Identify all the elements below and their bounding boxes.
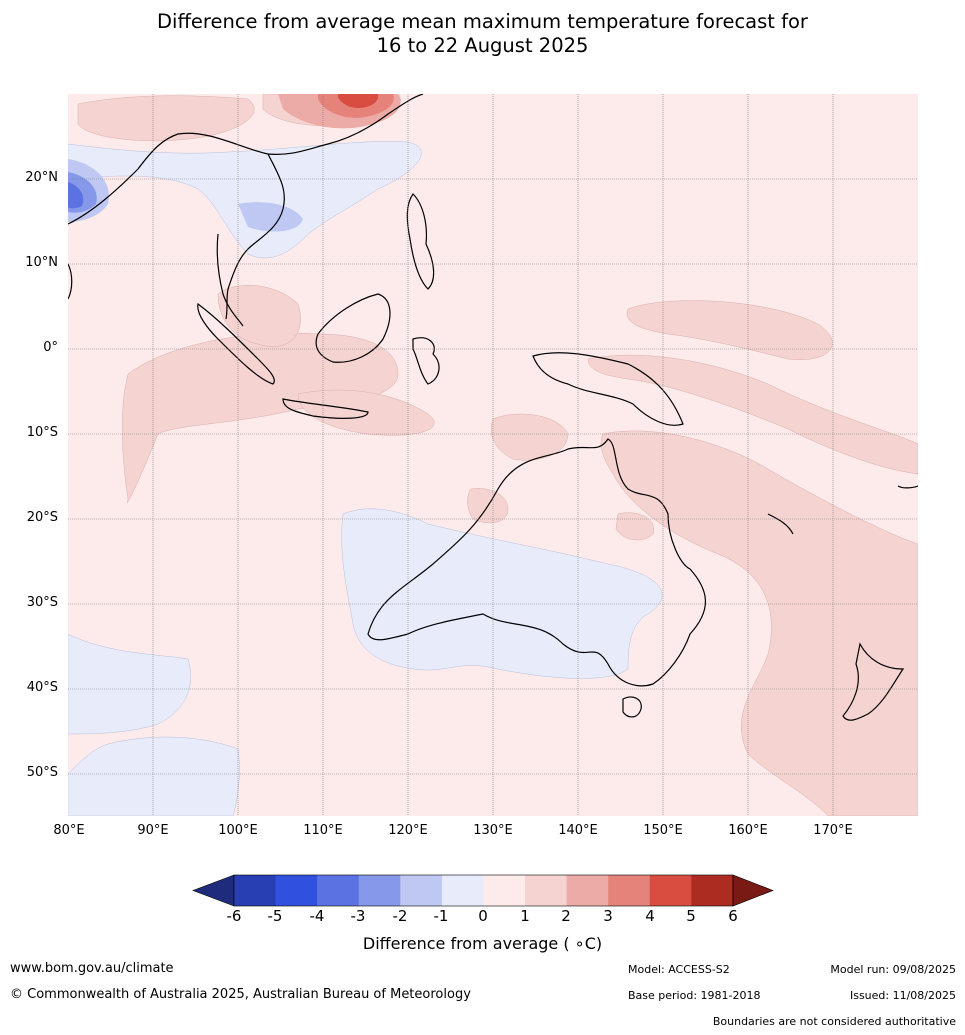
footer-copyright: © Commonwealth of Australia 2025, Austra…	[10, 987, 471, 1002]
lon-label-170e: 170°E	[813, 823, 853, 838]
footer-base-period: Base period: 1981-2018	[628, 989, 761, 1002]
lat-label-20n: 20°N	[25, 170, 58, 185]
colorbar-tick: 2	[561, 907, 571, 925]
lat-label-10n: 10°N	[25, 255, 58, 270]
footer-model: Model: ACCESS-S2	[628, 963, 730, 976]
colorbar-cells	[192, 874, 774, 907]
lat-label-0: 0°	[43, 340, 58, 355]
lat-label-30s: 30°S	[26, 595, 58, 610]
colorbar-tick: 5	[686, 907, 696, 925]
colorbar-extend-low	[192, 874, 235, 907]
lon-label-120e: 120°E	[388, 823, 428, 838]
lon-label-90e: 90°E	[137, 823, 169, 838]
colorbar-tick: 4	[645, 907, 655, 925]
lat-label-50s: 50°S	[26, 765, 58, 780]
colorbar-cell	[317, 875, 360, 906]
colorbar-tick: 3	[603, 907, 613, 925]
lon-label-130e: 130°E	[473, 823, 513, 838]
lon-label-100e: 100°E	[218, 823, 258, 838]
chart-title: Difference from average mean maximum tem…	[0, 10, 965, 58]
forecast-map[interactable]	[67, 93, 919, 817]
lon-label-150e: 150°E	[643, 823, 683, 838]
graticule	[68, 94, 918, 816]
lat-label-20s: 20°S	[26, 510, 58, 525]
title-line-1: Difference from average mean maximum tem…	[157, 10, 808, 33]
colorbar-cell	[275, 875, 318, 906]
anomaly-plus-3-to-5	[318, 94, 394, 118]
colorbar-tick: 6	[728, 907, 738, 925]
colorbar-cell	[358, 875, 401, 906]
colorbar-extend-high	[732, 874, 774, 907]
lon-label-110e: 110°E	[303, 823, 343, 838]
colorbar-tick: -6	[226, 907, 242, 925]
colorbar-tick: -2	[392, 907, 408, 925]
colorbar-tick: 1	[520, 907, 530, 925]
lat-label-40s: 40°S	[26, 680, 58, 695]
footer-model-run: Model run: 09/08/2025	[830, 963, 956, 976]
colorbar-outline	[233, 874, 734, 907]
colorbar-cell	[608, 875, 651, 906]
lon-label-140e: 140°E	[558, 823, 598, 838]
colorbar-cell	[566, 875, 609, 906]
anomaly-minus-0-to-1	[67, 141, 663, 817]
colorbar-tick: -5	[267, 907, 283, 925]
coastlines	[67, 93, 919, 721]
anomaly-minus-2-to-4	[68, 172, 97, 213]
colorbar-tick: -3	[350, 907, 366, 925]
colorbar-cell	[441, 875, 484, 906]
colorbar-tick: -1	[433, 907, 449, 925]
colorbar-cell	[691, 875, 734, 906]
colorbar-tick: -4	[309, 907, 325, 925]
title-line-2: 16 to 22 August 2025	[376, 34, 589, 57]
footer-disclaimer: Boundaries are not considered authoritat…	[712, 1015, 956, 1028]
colorbar-cell	[234, 875, 277, 906]
map-canvas	[67, 93, 919, 817]
colorbar-tick: 0	[478, 907, 488, 925]
colorbar-cell	[400, 875, 443, 906]
footer-issued: Issued: 11/08/2025	[849, 989, 956, 1002]
lon-label-160e: 160°E	[728, 823, 768, 838]
colorbar-cell	[649, 875, 692, 906]
footer-url[interactable]: www.bom.gov.au/climate	[10, 961, 174, 976]
colorbar-title: Difference from average ( ∘C)	[362, 934, 603, 953]
colorbar-cell	[525, 875, 568, 906]
colorbar-cell	[483, 875, 526, 906]
lon-label-80e: 80°E	[53, 823, 85, 838]
lat-label-10s: 10°S	[26, 425, 58, 440]
